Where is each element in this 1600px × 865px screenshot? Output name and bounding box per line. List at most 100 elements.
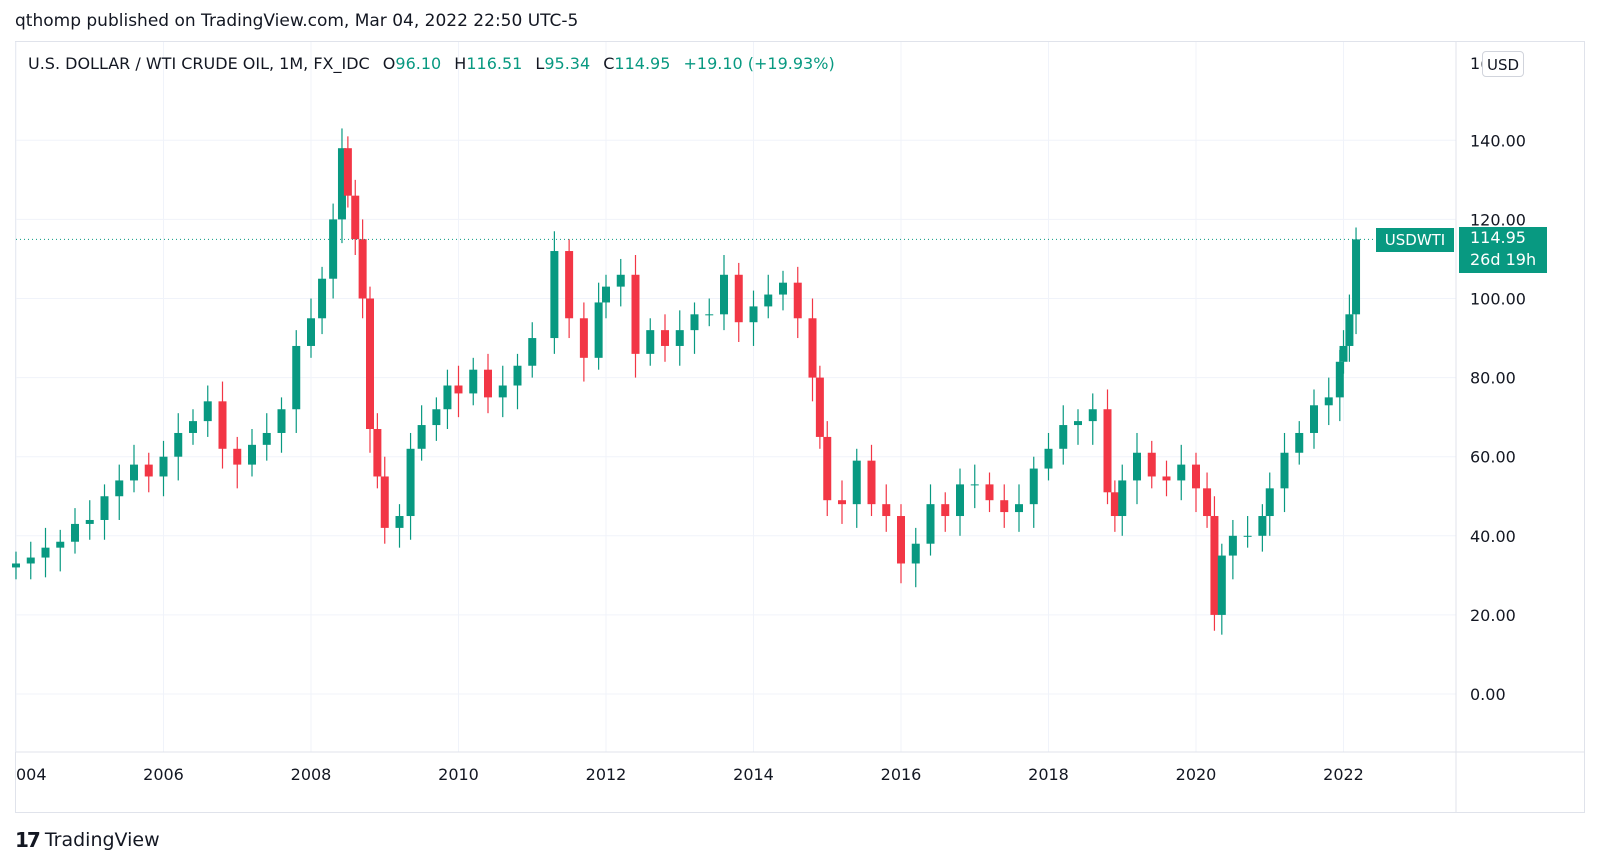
candle-body: [1133, 452, 1141, 481]
legend-high-label: H: [454, 54, 467, 73]
candle-body: [41, 547, 50, 558]
candle-body: [970, 484, 979, 486]
candle-body: [1147, 452, 1156, 477]
x-tick-label: 2022: [1323, 765, 1364, 784]
legend-symbol: U.S. DOLLAR / WTI CRUDE OIL, 1M, FX_IDC: [28, 54, 370, 73]
candle-body: [85, 519, 94, 524]
last-price-symbol-tag: USDWTI: [1376, 228, 1454, 252]
x-tick-label: 2018: [1028, 765, 1069, 784]
candle-body: [262, 432, 271, 445]
legend-low-label: L: [535, 54, 545, 73]
y-tick-label: 140.00: [1470, 131, 1526, 150]
candle-body: [233, 448, 242, 465]
legend-open-label: O: [382, 54, 396, 73]
candle-body: [867, 460, 876, 505]
legend-change-value: +19.10 (+19.93%): [683, 54, 835, 73]
candle-body: [454, 385, 463, 394]
candle-body: [985, 484, 994, 501]
candle-body: [594, 302, 603, 358]
candle-body: [71, 523, 79, 542]
legend-open-value: 96.10: [395, 54, 442, 73]
candle-body: [1162, 476, 1171, 481]
candle-body: [1110, 492, 1119, 517]
x-tick-label: 004: [16, 765, 47, 784]
candle-body: [406, 448, 415, 517]
candle-body: [1228, 535, 1237, 556]
candle-body: [417, 425, 426, 449]
candle-body: [203, 401, 212, 422]
candle-body: [911, 543, 920, 564]
candle-body: [705, 314, 714, 316]
candle-body: [675, 330, 684, 346]
x-tick-label: 2008: [291, 765, 332, 784]
candle-body: [159, 456, 168, 477]
candle-body: [1192, 464, 1200, 489]
candle-body: [1217, 555, 1226, 615]
candle-body: [616, 274, 625, 287]
candle-body: [528, 338, 537, 366]
candle-body: [550, 251, 559, 339]
candle-body: [1295, 432, 1304, 453]
candle-body: [12, 563, 20, 568]
candle-body: [1310, 405, 1318, 433]
candle-body: [380, 476, 389, 528]
candle-body: [1335, 361, 1344, 398]
candle-body: [443, 385, 452, 410]
x-tick-label: 2016: [881, 765, 922, 784]
candle-body: [661, 330, 669, 346]
candle-body: [1243, 535, 1252, 537]
candle-body: [1118, 480, 1127, 517]
candle-body: [749, 306, 758, 323]
candle-body: [852, 460, 861, 505]
candle-body: [1044, 448, 1053, 469]
candle-body: [793, 282, 802, 319]
candle-body: [646, 330, 655, 354]
candle-body: [366, 298, 374, 430]
candle-body: [189, 421, 197, 433]
currency-button[interactable]: USD: [1482, 51, 1524, 77]
candle-body: [1074, 421, 1082, 426]
candle-body: [1339, 345, 1348, 362]
candle-body: [1352, 239, 1361, 315]
candle-body: [734, 274, 743, 323]
candle-body: [808, 318, 817, 378]
legend-close-label: C: [603, 54, 615, 73]
candle-body: [941, 504, 950, 517]
tradingview-logo-icon: 17: [15, 828, 41, 852]
candle-body: [329, 219, 338, 279]
candle-body: [1177, 464, 1186, 481]
candle-body: [1210, 516, 1219, 615]
candle-body: [277, 409, 286, 433]
candle-body: [779, 282, 787, 295]
y-tick-label: 40.00: [1470, 527, 1516, 546]
candle-body: [56, 541, 65, 548]
tradingview-brand[interactable]: 17 TradingView: [15, 828, 160, 852]
candle-body: [956, 484, 964, 517]
candle-body: [1015, 504, 1023, 513]
candle-body: [1203, 488, 1212, 517]
bar-countdown: 26d 19h: [1470, 250, 1537, 269]
candle-body: [764, 294, 773, 307]
candle-body: [130, 464, 138, 481]
candle-body: [174, 432, 183, 457]
candle-body: [343, 148, 352, 196]
x-tick-label: 2012: [586, 765, 627, 784]
candle-body: [1280, 452, 1289, 489]
candle-body: [248, 444, 256, 465]
candle-body: [1103, 409, 1112, 493]
candle-body: [484, 369, 492, 398]
candle-body: [565, 251, 574, 319]
candle-body: [602, 286, 610, 303]
publisher-caption: qthomp published on TradingView.com, Mar…: [15, 11, 579, 31]
candle-body: [823, 436, 832, 501]
last-price-value: 114.95: [1470, 228, 1526, 247]
candle-body: [882, 504, 891, 517]
candle-body: [1029, 468, 1038, 505]
candle-body: [351, 195, 360, 240]
candle-body: [1088, 409, 1097, 422]
candle-body: [469, 369, 478, 394]
candle-body: [631, 274, 640, 354]
candle-body: [498, 385, 507, 398]
candle-body: [579, 318, 588, 358]
